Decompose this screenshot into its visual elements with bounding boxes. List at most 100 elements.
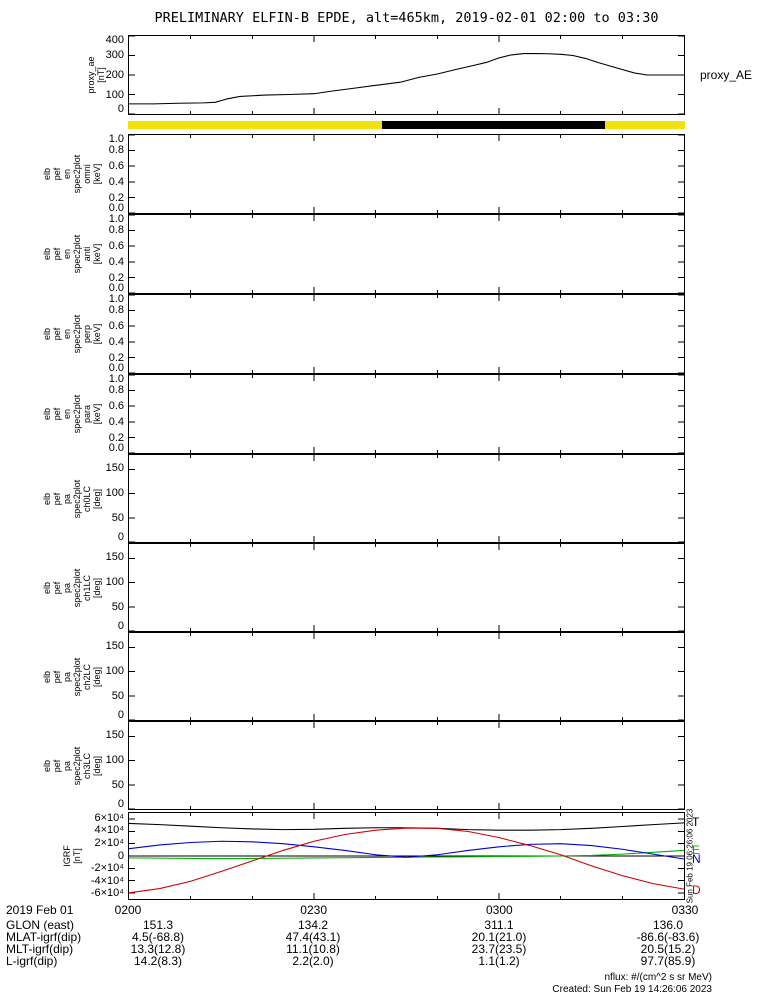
lshell-value-1: 14.2(8.3): [133, 954, 183, 968]
ytick-label: 0.4: [108, 175, 124, 188]
ytick-label: 2×10⁴: [94, 836, 124, 849]
ylabel-en_omni: elb pef en spec2plot omni [keV]: [42, 154, 102, 194]
ytick-label: 0: [117, 103, 124, 115]
ytick-label: 400: [105, 34, 124, 46]
ytick-label: 0.2: [108, 351, 124, 364]
lshell-value-2: 2.2(2.0): [292, 954, 334, 968]
panel-en_para: [128, 374, 685, 454]
mlt-value-4: 20.5(15.2): [640, 942, 696, 956]
mlat-value-3: 20.1(21.0): [471, 930, 527, 944]
ytick-label: -4×10⁴: [90, 874, 124, 887]
row-label-glon: GLON (east): [6, 918, 75, 932]
ytick-label: 0: [117, 620, 124, 632]
ytick-label: 100: [105, 754, 124, 767]
glon-value-3: 311.1: [484, 918, 514, 932]
ytick-label: 0.6: [108, 239, 124, 252]
sun-bar: [128, 121, 685, 129]
series-label-N: N: [692, 852, 701, 867]
ytick-label: 0.6: [108, 399, 124, 412]
ytick-label: 50: [111, 600, 124, 613]
ytick-label: 150: [105, 462, 124, 475]
ytick-label: 50: [111, 511, 124, 524]
panel-axes-pa_ch2: [129, 633, 684, 721]
ytick-label: 0: [117, 798, 124, 810]
ytick-label: -2×10⁴: [90, 862, 124, 875]
xtick-label: 0300: [485, 903, 513, 917]
ytick-label: 4×10⁴: [94, 824, 124, 837]
ytick-label: 150: [105, 551, 124, 564]
row-label-mlat: MLAT-igrf(dip): [6, 930, 82, 944]
glon-value-2: 134.2: [297, 918, 329, 932]
ylabel-pa_ch3: elb pef pa spec2plot ch3LC [deg]: [42, 746, 102, 785]
ytick-label: 100: [105, 487, 124, 500]
ytick-label: 1.0: [108, 133, 124, 145]
glon-value-4: 136.0: [652, 918, 684, 932]
ytick-label: -6×10⁴: [90, 887, 124, 900]
ylabel-pa_ch0: elb pef pa spec2plot ch0LC [deg]: [42, 479, 102, 518]
ytick-label: 0.8: [108, 223, 124, 236]
ytick-label: 0: [117, 709, 124, 721]
xtick-label: 0230: [300, 903, 327, 917]
panel-axes-igrf: [128, 813, 685, 899]
panel-axes-en_anti: [129, 214, 684, 294]
ytick-label: 0.8: [108, 383, 124, 396]
series-T: [128, 822, 685, 831]
ytick-label: 100: [105, 576, 124, 589]
panel-pa_ch3: [128, 721, 685, 810]
lshell-value-4: 97.7(85.9): [640, 954, 696, 968]
panel-en_omni: [128, 134, 685, 214]
panel-en_perp: [128, 294, 685, 374]
ytick-label: 0.6: [108, 159, 124, 172]
panel-en_anti: [128, 214, 685, 294]
row-label-mlt: MLT-igrf(dip): [6, 942, 74, 956]
ytick-label: 0.2: [108, 271, 124, 284]
mlt-value-2: 11.1(10.8): [286, 942, 340, 956]
plot-title: PRELIMINARY ELFIN-B EPDE, alt=465km, 201…: [154, 10, 659, 26]
ytick-label: 0.2: [108, 191, 124, 204]
series-label-E: E: [692, 843, 701, 858]
ytick-label: 300: [105, 48, 124, 61]
ytick-label: 1.0: [108, 293, 124, 305]
ytick-label: 150: [105, 640, 124, 653]
ylabel-en_para: elb pef en spec2plot para [keV]: [42, 394, 102, 434]
ytick-label: 0.6: [108, 319, 124, 332]
panel-igrf: [128, 812, 685, 900]
panel-pa_ch2: [128, 632, 685, 721]
ytick-label: 0.2: [108, 431, 124, 444]
ytick-label: 0.8: [108, 303, 124, 316]
ytick-label: 1.0: [108, 213, 124, 225]
series-N: [128, 840, 685, 860]
date-label: 2019 Feb 01: [6, 903, 74, 917]
mlat-value-2: 47.4(43.1): [285, 930, 341, 944]
panel-axes-en_para: [129, 374, 684, 454]
ytick-label: 0.4: [108, 255, 124, 268]
ylabel-pa_ch2: elb pef pa spec2plot ch2LC [deg]: [42, 657, 102, 696]
ylabel-pa_ch1: elb pef pa spec2plot ch1LC [deg]: [42, 568, 102, 607]
panel-pa_ch1: [128, 543, 685, 632]
created-timestamp: Created: Sun Feb 19 14:26:06 2023: [552, 984, 712, 995]
mlt-value-3: 23.7(23.5): [471, 942, 527, 956]
ytick-label: 0.0: [108, 282, 124, 294]
ytick-label: 50: [111, 689, 124, 702]
ytick-label: 200: [105, 68, 124, 81]
ytick-label: 0.0: [108, 202, 124, 214]
ylabel-igrf: IGRF [nT]: [62, 845, 82, 867]
sun-bar-segment: [381, 121, 605, 129]
sun-bar-segment: [128, 121, 382, 129]
ylabel-en_perp: elb pef en spec2plot perp [keV]: [42, 314, 102, 354]
glon-value-1: 151.3: [142, 918, 174, 932]
ytick-label: 0: [117, 531, 124, 543]
series-proxy_AE: [129, 53, 684, 105]
panel-axes-pa_ch0: [129, 455, 684, 543]
mlat-value-1: 4.5(-68.8): [131, 930, 185, 944]
ytick-label: 0.0: [108, 362, 124, 374]
ytick-label: 0.0: [108, 442, 124, 454]
panel-axes-pa_ch3: [129, 722, 684, 810]
ytick-label: 6×10⁴: [94, 811, 124, 824]
panel-axes-en_perp: [129, 294, 684, 374]
row-label-lshell: L-igrf(dip): [6, 954, 58, 968]
ytick-label: 50: [111, 778, 124, 791]
ylabel-proxy_ae: proxy_ae [nT]: [86, 56, 106, 94]
ylabel-en_anti: elb pef en spec2plot anti [keV]: [42, 234, 102, 274]
